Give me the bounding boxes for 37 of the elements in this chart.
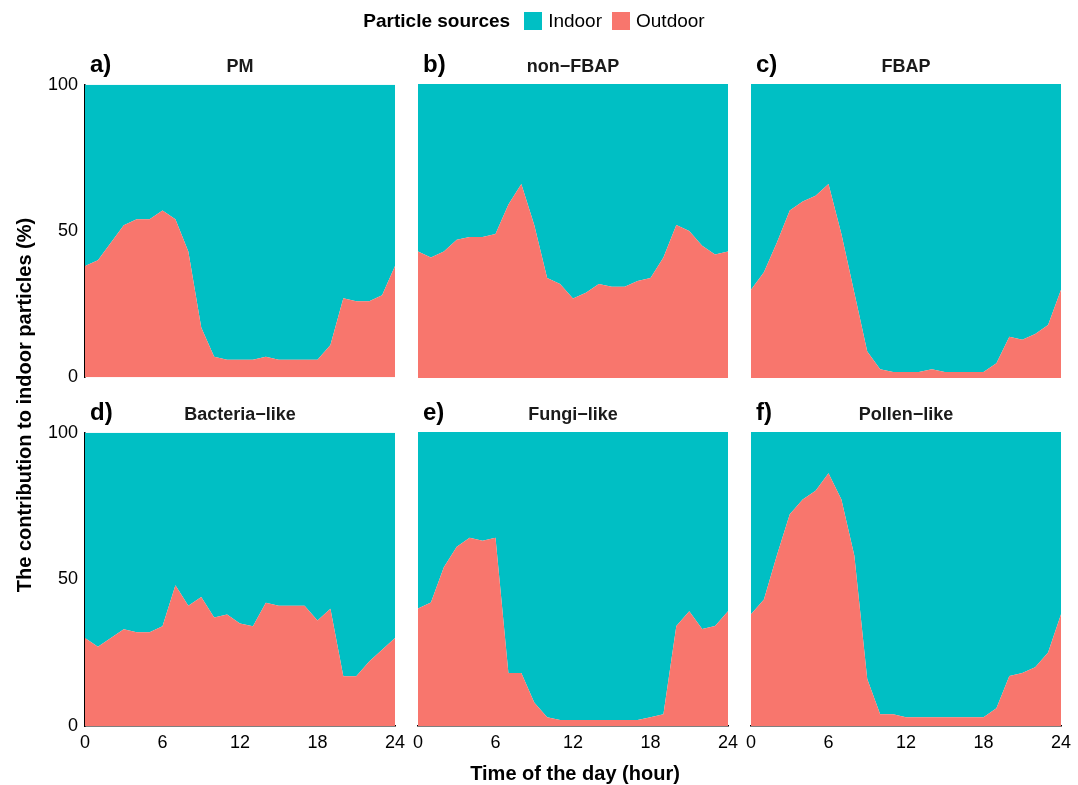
- text: b): [423, 50, 446, 78]
- text: c): [756, 50, 778, 78]
- y-tick-label: 50: [57, 568, 78, 589]
- x-tick-label: 24: [384, 731, 406, 752]
- x-tick-label: 18: [973, 731, 994, 752]
- x-tick-label: 24: [1050, 731, 1072, 752]
- x-tick-label: 18: [307, 731, 328, 752]
- text: d): [90, 398, 113, 426]
- text: a): [90, 50, 112, 78]
- x-tick-label: 6: [490, 731, 501, 752]
- x-tick-label: 12: [562, 731, 584, 752]
- y-tick-label: 0: [67, 366, 78, 387]
- chart-title: Pollen−like: [858, 404, 954, 424]
- y-tick-label: 0: [67, 714, 78, 735]
- legend-label: Outdoor: [636, 10, 705, 32]
- x-tick-label: 6: [823, 731, 834, 752]
- x-tick-label: 24: [717, 731, 739, 752]
- y-tick-label: 100: [47, 73, 78, 94]
- x-tick-label: 0: [745, 731, 757, 752]
- chart-title: Fungi−like: [528, 404, 618, 424]
- text: e): [423, 398, 445, 426]
- x-axis-title: Time of the day (hour): [470, 761, 680, 785]
- y-tick-label: 100: [47, 421, 78, 442]
- legend-label: Indoor: [548, 10, 603, 32]
- chart-title: FBAP: [881, 56, 931, 76]
- chart-title: non−FBAP: [526, 56, 620, 76]
- y-tick-label: 50: [57, 219, 78, 240]
- y-axis-title: The contribution to indoor particles (%): [12, 217, 36, 593]
- x-tick-label: 12: [229, 731, 251, 752]
- chart-title: PM: [226, 56, 254, 76]
- x-tick-label: 6: [157, 731, 168, 752]
- text: f): [756, 398, 772, 426]
- chart-title: Bacteria−like: [184, 404, 296, 424]
- x-tick-label: 12: [895, 731, 917, 752]
- x-tick-label: 18: [640, 731, 661, 752]
- x-tick-label: 0: [412, 731, 424, 752]
- legend-title: Particle sources: [363, 10, 511, 32]
